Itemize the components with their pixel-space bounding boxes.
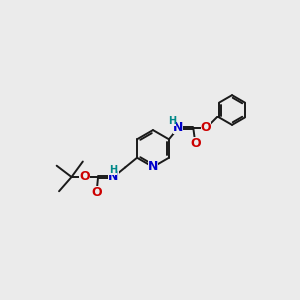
Text: O: O (190, 137, 201, 150)
Text: N: N (173, 122, 184, 134)
Text: N: N (108, 170, 119, 184)
Text: H: H (168, 116, 176, 126)
Text: O: O (91, 186, 102, 199)
Text: N: N (148, 160, 158, 173)
Text: H: H (109, 165, 117, 175)
Text: O: O (201, 122, 211, 134)
Text: O: O (80, 170, 90, 184)
